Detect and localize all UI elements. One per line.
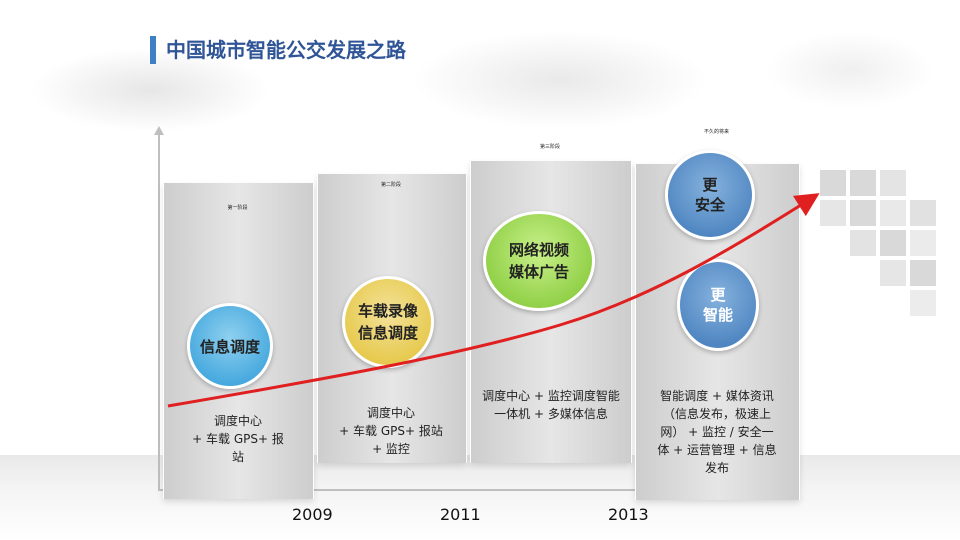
- year-2009: 2009: [292, 505, 333, 524]
- stage-label-1: 第一阶段: [227, 205, 248, 211]
- page-title: 中国城市智能公交发展之路: [166, 38, 406, 62]
- stage-desc-2: 调度中心 + 车载 GPS+ 报站 + 监控: [339, 406, 443, 456]
- y-axis-arrow: [154, 126, 164, 135]
- circle-info-dispatch: 信息调度: [187, 303, 273, 389]
- circle-network-video-ads: 网络视频 媒体广告: [483, 211, 595, 311]
- stage-desc-4: 智能调度 + 媒体资讯 （信息发布，极速上 网） + 监控 / 安全一 体 + …: [657, 389, 777, 475]
- circle-video-recording: 车载录像 信息调度: [342, 276, 434, 368]
- stage-desc-3: 调度中心 + 监控调度智能 一体机 + 多媒体信息: [482, 389, 620, 421]
- stage-panel-3: [470, 161, 632, 463]
- stage-label-3: 第三阶段: [539, 144, 560, 150]
- y-axis: [158, 134, 160, 490]
- circle-more-intelligent: 更 智能: [677, 259, 759, 351]
- year-2013: 2013: [608, 505, 649, 524]
- x-axis: [158, 489, 798, 491]
- stage-label-2: 第二阶段: [380, 182, 401, 188]
- year-2011: 2011: [440, 505, 481, 524]
- title-accent-bar: [150, 36, 156, 64]
- circle-more-secure: 更 安全: [665, 150, 755, 240]
- floor-reflection: [0, 455, 960, 540]
- stage-label-4: 不久的将来: [703, 129, 729, 135]
- stage-desc-1: 调度中心 + 车载 GPS+ 报 站: [192, 414, 284, 464]
